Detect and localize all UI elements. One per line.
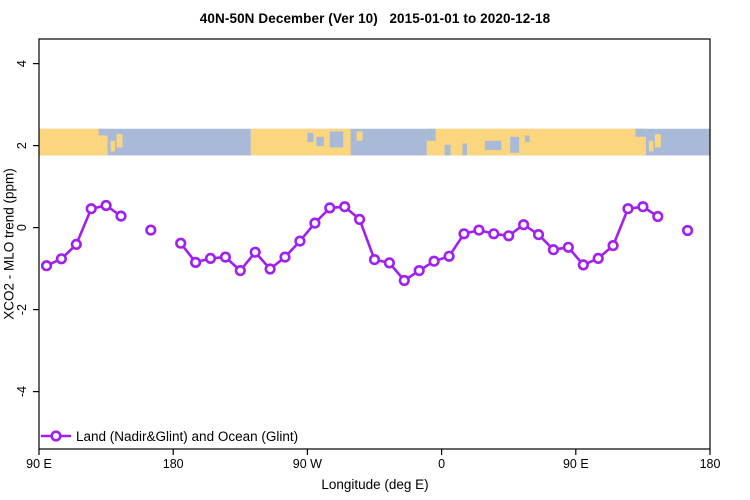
data-point xyxy=(309,217,321,229)
data-point xyxy=(100,199,112,212)
x-tick-label: 90 E xyxy=(563,457,589,471)
data-point xyxy=(294,235,306,247)
x-tick-label: 0 xyxy=(438,457,445,471)
map-band-patch-land xyxy=(116,134,123,148)
data-point xyxy=(368,254,381,266)
data-point xyxy=(339,201,351,213)
map-band-patch-ocean xyxy=(316,136,324,147)
data-point xyxy=(637,201,649,213)
data-point xyxy=(652,210,664,223)
legend-marker-icon xyxy=(50,430,62,442)
map-band-land xyxy=(426,128,646,156)
data-point xyxy=(413,265,425,277)
data-point xyxy=(547,244,560,256)
data-point xyxy=(264,263,276,275)
y-tick-label: 2 xyxy=(15,142,29,149)
map-band-patch-ocean xyxy=(98,128,108,136)
data-point xyxy=(40,260,53,272)
data-point xyxy=(383,257,396,269)
legend-label: Land (Nadir&Glint) and Ocean (Glint) xyxy=(76,429,299,444)
data-point xyxy=(55,253,68,265)
y-tick-label: 4 xyxy=(15,60,29,67)
data-point xyxy=(622,203,634,215)
map-band-land xyxy=(39,128,108,156)
x-tick-label: 90 W xyxy=(293,457,322,471)
y-tick-label: -4 xyxy=(15,386,29,397)
x-axis-ticks: 90 E 180 90 W 0 90 E 180 xyxy=(26,449,720,471)
data-point xyxy=(398,274,410,287)
data-point xyxy=(488,228,500,240)
data-point xyxy=(503,230,515,242)
y-axis-title: XCO2 - MLO trend (ppm) xyxy=(1,168,17,320)
data-point xyxy=(443,250,455,262)
x-axis-title: Longitude (deg E) xyxy=(321,477,429,492)
data-point xyxy=(145,224,157,236)
data-point xyxy=(458,228,470,240)
data-point xyxy=(532,229,545,241)
data-point xyxy=(190,256,202,269)
map-band-patch-ocean xyxy=(426,128,436,141)
y-tick-label: 0 xyxy=(15,224,29,231)
y-axis-ticks: 4 2 0 -2 -4 xyxy=(15,60,39,397)
data-point xyxy=(70,238,82,250)
data-point xyxy=(517,219,530,231)
y-tick-label: -2 xyxy=(15,304,29,315)
x-tick-label: 90 E xyxy=(26,457,52,471)
data-point xyxy=(428,255,440,267)
map-band-patch-ocean xyxy=(510,136,520,153)
map-band xyxy=(39,128,710,156)
data-point xyxy=(234,265,246,277)
map-band-patch-ocean xyxy=(444,144,451,156)
map-band-patch-ocean xyxy=(329,131,344,148)
data-point xyxy=(354,213,366,225)
data-point xyxy=(175,237,187,249)
data-point xyxy=(85,203,97,215)
data-point xyxy=(577,259,589,271)
data-point xyxy=(115,210,127,222)
x-tick-label: 180 xyxy=(700,457,721,471)
data-point xyxy=(279,251,291,263)
map-band-patch-land xyxy=(654,134,661,148)
data-point xyxy=(324,202,336,214)
data-series xyxy=(40,199,694,287)
plot-frame xyxy=(38,38,711,450)
data-point xyxy=(249,246,261,258)
x-tick-label: 180 xyxy=(163,457,184,471)
data-point xyxy=(562,241,574,253)
legend-swatch xyxy=(40,430,72,442)
data-point xyxy=(681,224,694,237)
map-band-patch-land xyxy=(648,140,654,152)
data-point xyxy=(473,224,485,236)
map-band-patch-ocean xyxy=(307,132,314,143)
map-band-patch-ocean xyxy=(525,135,530,143)
map-band-patch-ocean xyxy=(484,140,502,151)
chart-title: 40N-50N December (Ver 10) 2015-01-01 to … xyxy=(199,11,551,26)
map-band-patch-ocean xyxy=(462,143,467,156)
data-point xyxy=(204,252,217,264)
plot-border xyxy=(38,38,711,450)
data-point xyxy=(592,252,604,264)
map-band-patch-land xyxy=(356,131,363,141)
map-band-patch-land xyxy=(110,140,116,152)
map-band-patch-ocean xyxy=(635,128,646,137)
data-point xyxy=(219,251,231,263)
data-point xyxy=(607,240,619,252)
